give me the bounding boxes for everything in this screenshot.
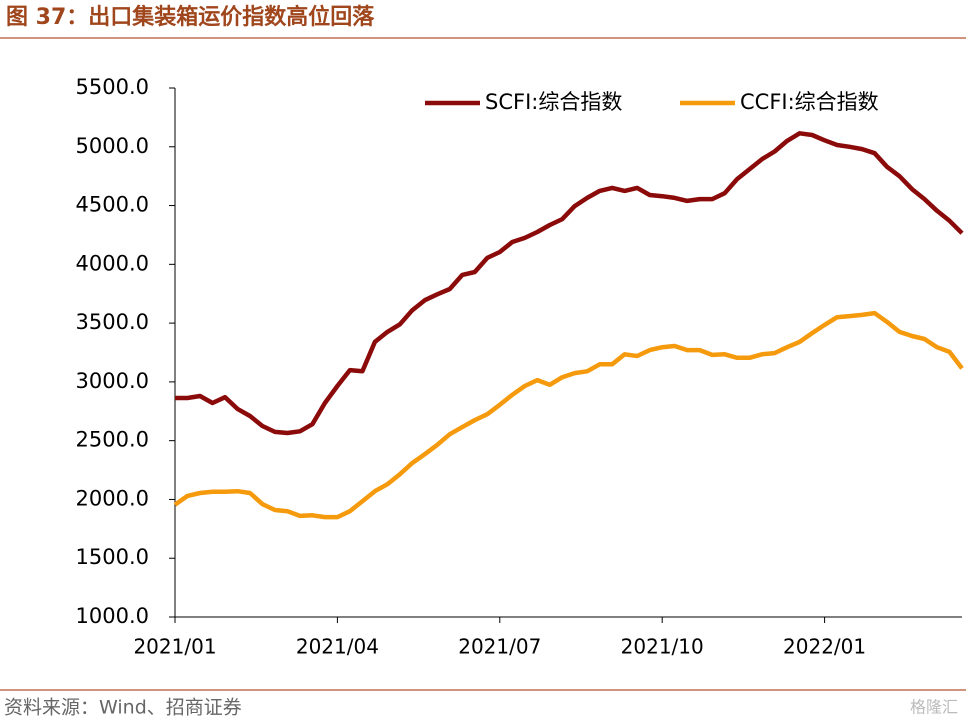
y-tick-label: 2000.0	[76, 486, 149, 510]
y-tick-label: 3000.0	[76, 369, 149, 393]
y-tick-label: 1000.0	[76, 604, 149, 628]
series-line	[173, 310, 964, 520]
y-tick-label: 2500.0	[76, 428, 149, 452]
watermark: 格隆汇	[910, 698, 958, 717]
x-tick-label: 2021/07	[458, 635, 541, 659]
y-tick-label: 4000.0	[76, 251, 149, 275]
y-tick-label: 1500.0	[76, 545, 149, 569]
source-note: 资料来源：Wind、招商证券	[4, 697, 242, 719]
series-line	[175, 131, 964, 436]
legend-label: CCFI:综合指数	[740, 90, 879, 114]
y-tick-label: 3500.0	[76, 310, 149, 334]
legend-label: SCFI:综合指数	[485, 90, 622, 114]
x-tick-label: 2021/01	[133, 635, 216, 659]
x-tick-label: 2021/04	[296, 635, 379, 659]
x-tick-label: 2021/10	[621, 635, 704, 659]
x-tick-label: 2022/01	[783, 635, 866, 659]
y-tick-label: 4500.0	[76, 193, 149, 217]
y-tick-label: 5000.0	[76, 134, 149, 158]
chart-title: 图 37：出口集装箱运价指数高位回落	[6, 4, 375, 30]
y-tick-label: 5500.0	[76, 75, 149, 99]
